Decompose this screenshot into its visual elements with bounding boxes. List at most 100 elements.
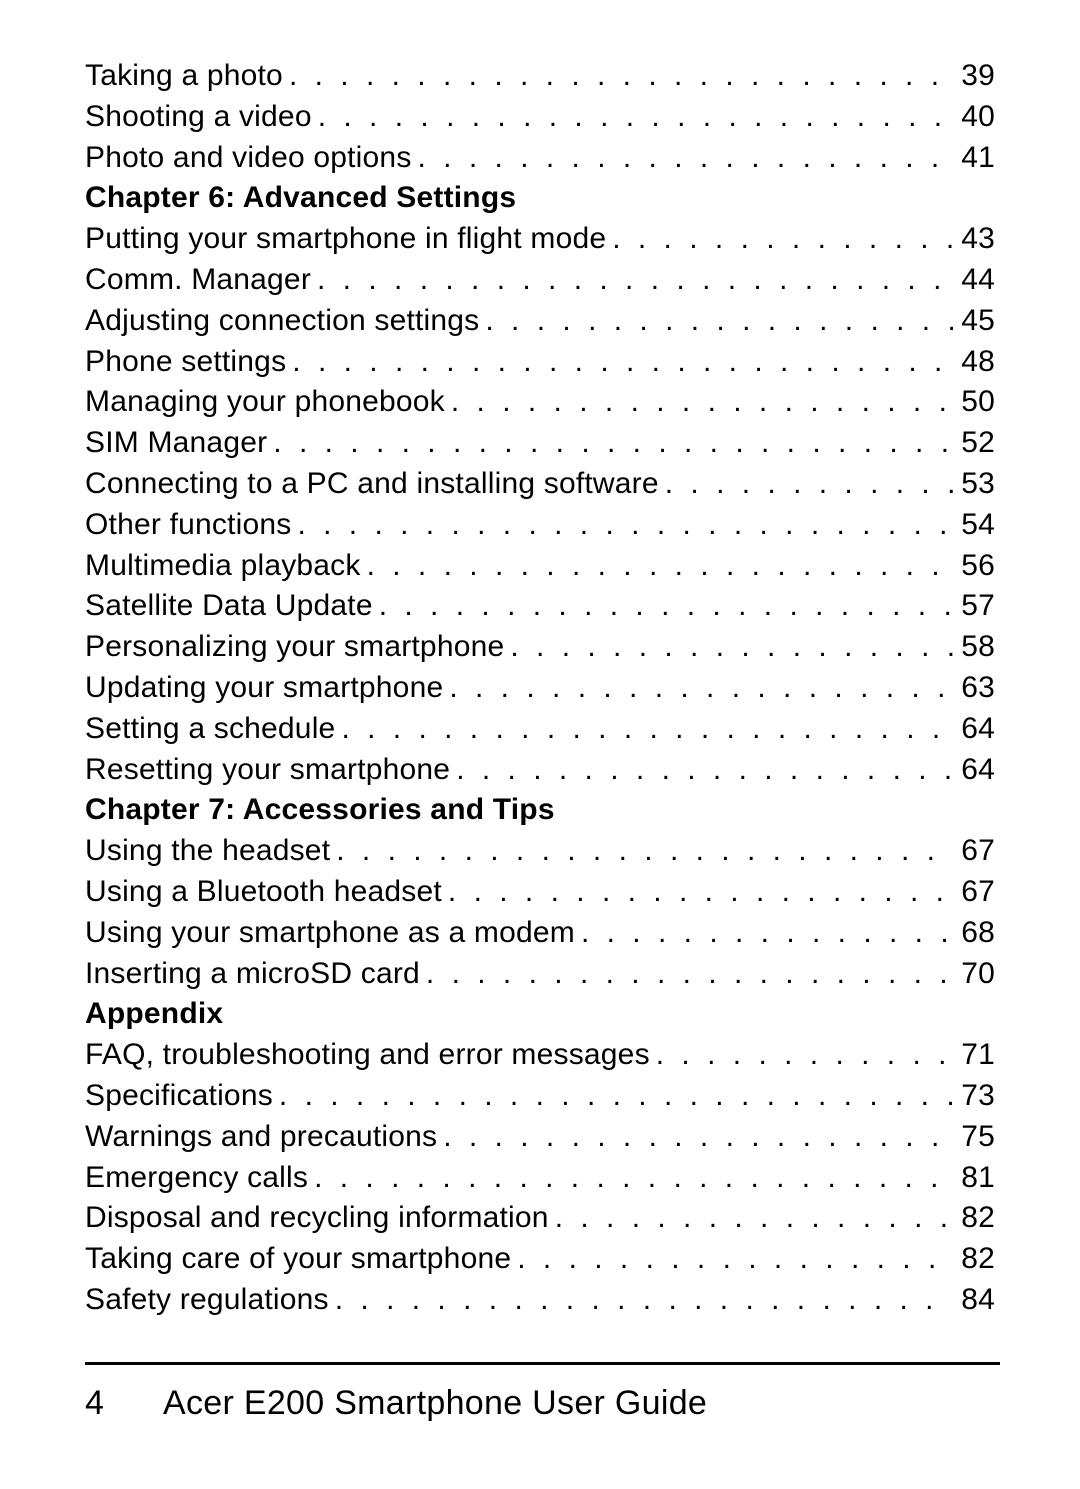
toc-label: Putting your smartphone in flight mode	[85, 224, 606, 254]
toc-entry: Phone settings48	[85, 347, 995, 377]
toc-entry: Taking a photo39	[85, 61, 995, 91]
toc-leader-dots	[511, 1244, 953, 1274]
toc-label: Chapter 7: Accessories and Tips	[85, 795, 555, 825]
toc-leader-dots	[659, 469, 953, 499]
toc-label: Photo and video options	[85, 143, 412, 173]
toc-entry: Inserting a microSD card70	[85, 959, 995, 989]
toc-leader-dots	[549, 1203, 953, 1233]
toc-page-number: 63	[953, 673, 995, 703]
toc-leader-dots	[575, 918, 953, 948]
toc-page-number: 84	[953, 1285, 995, 1315]
toc-page-number: 64	[953, 755, 995, 785]
toc-label: Updating your smartphone	[85, 673, 443, 703]
toc-page-number: 50	[953, 387, 995, 417]
toc-label: Disposal and recycling information	[85, 1203, 549, 1233]
footer-rule	[85, 1362, 1000, 1365]
page-footer: 4 Acer E200 Smartphone User Guide	[85, 1384, 1000, 1423]
toc-page-number: 71	[953, 1040, 995, 1070]
toc-page-number: 48	[953, 347, 995, 377]
toc-leader-dots	[479, 306, 953, 336]
toc-entry: Specifications73	[85, 1081, 995, 1111]
toc-label: Setting a schedule	[85, 714, 335, 744]
toc-heading: Chapter 6: Advanced Settings	[85, 183, 995, 213]
toc-leader-dots	[273, 1081, 953, 1111]
toc-label: Taking a photo	[85, 61, 283, 91]
toc-entry: Taking care of your smartphone82	[85, 1244, 995, 1274]
toc-entry: Emergency calls81	[85, 1163, 995, 1193]
toc-leader-dots	[335, 714, 953, 744]
toc-leader-dots	[445, 387, 953, 417]
toc-heading: Chapter 7: Accessories and Tips	[85, 795, 995, 825]
toc-leader-dots	[373, 591, 953, 621]
toc-page-number: 54	[953, 510, 995, 540]
toc-page-number: 64	[953, 714, 995, 744]
toc-page-number: 44	[953, 265, 995, 295]
toc-entry: Putting your smartphone in flight mode 43	[85, 224, 995, 254]
toc-entry: Other functions 54	[85, 510, 995, 540]
toc-leader-dots	[450, 755, 953, 785]
toc-label: Using your smartphone as a modem	[85, 918, 575, 948]
toc-entry: Warnings and precautions 75	[85, 1122, 995, 1152]
toc-page-number: 68	[953, 918, 995, 948]
toc-entry: Multimedia playback56	[85, 551, 995, 581]
toc-page-number: 43	[953, 224, 995, 254]
toc-entry: Using your smartphone as a modem 68	[85, 918, 995, 948]
footer-title: Acer E200 Smartphone User Guide	[163, 1384, 707, 1423]
toc-label: FAQ, troubleshooting and error messages	[85, 1040, 650, 1070]
toc-leader-dots	[267, 428, 953, 458]
toc-entry: Safety regulations 84	[85, 1285, 995, 1315]
toc-page-number: 81	[953, 1163, 995, 1193]
toc-leader-dots	[437, 1122, 953, 1152]
toc-label: Using the headset	[85, 836, 330, 866]
toc-label: Adjusting connection settings	[85, 306, 479, 336]
toc-entry: Personalizing your smartphone 58	[85, 632, 995, 662]
toc-label: Comm. Manager	[85, 265, 311, 295]
toc-leader-dots	[606, 224, 953, 254]
toc-entry: Photo and video options41	[85, 143, 995, 173]
toc-page-number: 45	[953, 306, 995, 336]
toc-label: Personalizing your smartphone	[85, 632, 504, 662]
toc-leader-dots	[420, 959, 953, 989]
toc-leader-dots	[330, 836, 953, 866]
toc-heading: Appendix	[85, 999, 995, 1029]
toc-label: Taking care of your smartphone	[85, 1244, 511, 1274]
toc-label: Connecting to a PC and installing softwa…	[85, 469, 659, 499]
page-number: 4	[85, 1384, 163, 1423]
toc-entry: Managing your phonebook50	[85, 387, 995, 417]
toc-leader-dots	[283, 61, 953, 91]
toc-label: Safety regulations	[85, 1285, 329, 1315]
toc-label: SIM Manager	[85, 428, 267, 458]
toc-leader-dots	[442, 877, 953, 907]
toc-leader-dots	[311, 265, 953, 295]
toc-label: Other functions	[85, 510, 291, 540]
toc-page-number: 53	[953, 469, 995, 499]
toc-label: Resetting your smartphone	[85, 755, 450, 785]
toc-entry: Disposal and recycling information 82	[85, 1203, 995, 1233]
toc-page-number: 57	[953, 591, 995, 621]
toc-label: Shooting a video	[85, 102, 312, 132]
toc-entry: Adjusting connection settings 45	[85, 306, 995, 336]
toc-page-number: 67	[953, 836, 995, 866]
toc-leader-dots	[329, 1285, 953, 1315]
toc-entry: Using a Bluetooth headset67	[85, 877, 995, 907]
toc-entry: Setting a schedule 64	[85, 714, 995, 744]
toc-page-number: 70	[953, 959, 995, 989]
toc-leader-dots	[412, 143, 953, 173]
toc-label: Using a Bluetooth headset	[85, 877, 442, 907]
toc-entry: Using the headset 67	[85, 836, 995, 866]
toc-page-number: 58	[953, 632, 995, 662]
toc-leader-dots	[504, 632, 953, 662]
toc-page-number: 82	[953, 1203, 995, 1233]
toc-leader-dots	[443, 673, 953, 703]
toc-label: Warnings and precautions	[85, 1122, 437, 1152]
toc-entry: Satellite Data Update57	[85, 591, 995, 621]
toc-page-number: 73	[953, 1081, 995, 1111]
toc-entry: Resetting your smartphone 64	[85, 755, 995, 785]
document-page: Taking a photo39Shooting a video40Photo …	[0, 0, 1080, 1489]
toc-leader-dots	[312, 102, 953, 132]
toc-entry: FAQ, troubleshooting and error messages 7…	[85, 1040, 995, 1070]
toc-page-number: 75	[953, 1122, 995, 1152]
toc-label: Chapter 6: Advanced Settings	[85, 183, 516, 213]
toc-leader-dots	[650, 1040, 953, 1070]
toc-page-number: 56	[953, 551, 995, 581]
